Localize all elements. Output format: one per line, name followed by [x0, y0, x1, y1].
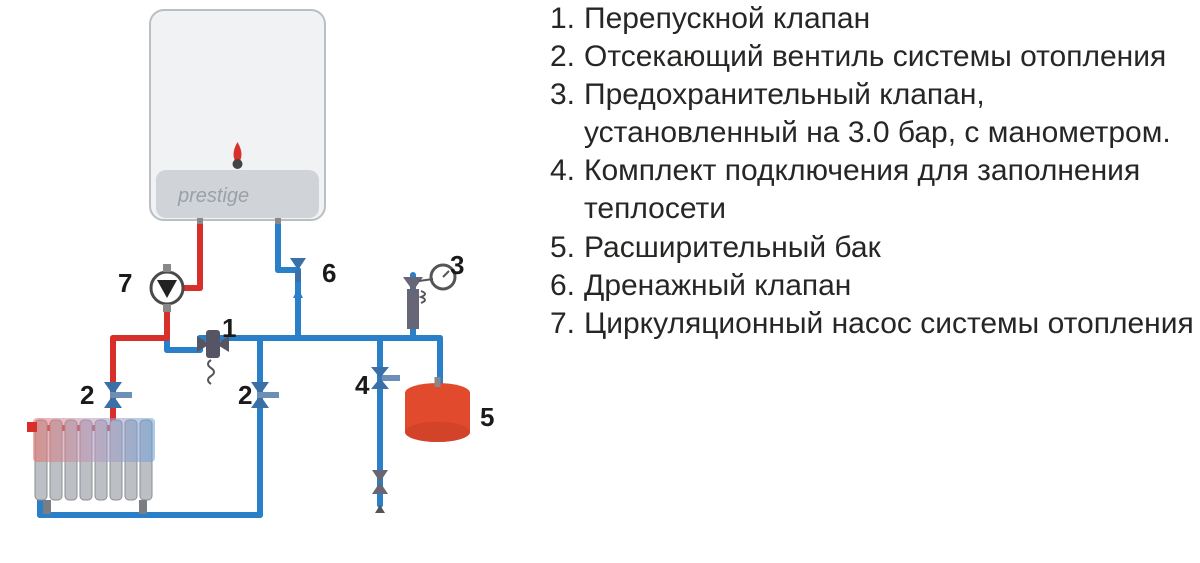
- legend-text: Перепускной клапан: [584, 0, 870, 38]
- legend-num: 3.: [550, 76, 584, 114]
- legend-num: 2.: [550, 38, 584, 76]
- legend-list: 1. Перепускной клапан 2. Отсекающий вент…: [550, 0, 1200, 343]
- figure-root: 1. Перепускной клапан 2. Отсекающий вент…: [0, 0, 1200, 563]
- legend-text: Циркуляционный насос системы отопления: [584, 305, 1194, 343]
- callout-2: 2: [238, 380, 252, 411]
- callout-5: 5: [480, 402, 494, 433]
- legend-text: Отсекающий вентиль системы отопления: [584, 38, 1166, 76]
- legend-item: 1. Перепускной клапан: [550, 0, 1200, 38]
- legend-item: 6. Дренажный клапан: [550, 267, 1200, 305]
- legend-item: 7. Циркуляционный насос системы отоплени…: [550, 305, 1200, 343]
- legend-num: 7.: [550, 305, 584, 343]
- legend-text: Расширительный бак: [584, 229, 881, 267]
- legend-num: 5.: [550, 229, 584, 267]
- callout-7: 7: [118, 268, 132, 299]
- diagram-svg: prestige: [0, 0, 540, 563]
- piping-diagram: prestige 1 2 2 3 4 5 6 7: [0, 0, 540, 563]
- legend-text: Дренажный клапан: [584, 267, 851, 305]
- callout-1: 1: [222, 313, 236, 344]
- legend-num: 1.: [550, 0, 584, 38]
- legend-text: Комплект подключения для заполнения тепл…: [584, 152, 1200, 228]
- legend-item: 5. Расширительный бак: [550, 229, 1200, 267]
- legend-item: 4. Комплект подключения для заполнения т…: [550, 152, 1200, 228]
- legend-item: 3. Предохранительный клапан, установленн…: [550, 76, 1200, 152]
- svg-text:prestige: prestige: [177, 185, 249, 207]
- legend-item: 2. Отсекающий вентиль системы отопления: [550, 38, 1200, 76]
- callout-2: 2: [80, 380, 94, 411]
- callout-3: 3: [450, 250, 464, 281]
- callout-6: 6: [322, 258, 336, 289]
- legend-num: 6.: [550, 267, 584, 305]
- legend-text: Предохранительный клапан, установленный …: [584, 76, 1200, 152]
- legend-num: 4.: [550, 152, 584, 190]
- callout-4: 4: [355, 370, 369, 401]
